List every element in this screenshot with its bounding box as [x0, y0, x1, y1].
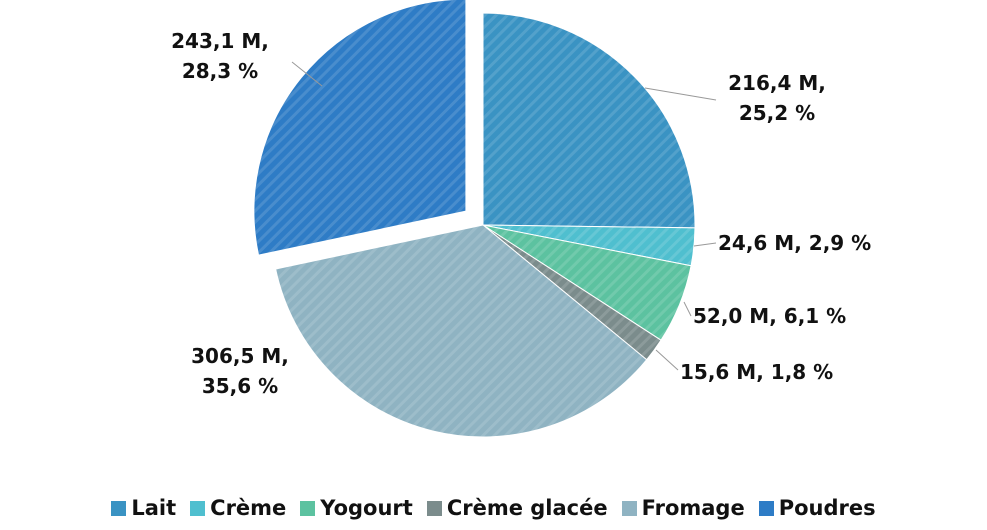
legend-label: Lait — [131, 496, 177, 520]
pie-slice — [275, 224, 648, 438]
legend-item: Fromage — [621, 496, 745, 520]
legend-swatch — [758, 500, 774, 516]
legend-item: Yogourt — [300, 496, 413, 520]
legend-swatch — [426, 500, 442, 516]
legend-item: Poudres — [758, 496, 876, 520]
data-label: 306,5 M, 35,6 % — [191, 344, 289, 398]
data-label: 243,1 M, 28,3 % — [171, 29, 269, 83]
leader-line — [683, 301, 692, 317]
legend-label: Fromage — [641, 496, 745, 520]
leader-line — [644, 87, 717, 101]
legend-label: Crème — [210, 496, 287, 520]
legend-item: Lait — [111, 496, 176, 520]
data-label: 52,0 M, 6,1 % — [693, 304, 847, 328]
legend-swatch — [190, 500, 206, 516]
leader-line — [655, 349, 679, 371]
pie-canvas — [253, 0, 717, 438]
pie-slice — [253, 0, 467, 256]
legend-swatch — [621, 500, 637, 516]
data-label: 24,6 M, 2,9 % — [718, 231, 872, 255]
legend: Lait Crème Yogourt Crème glacée Fromage Poudr… — [0, 496, 987, 520]
legend-swatch — [111, 500, 127, 516]
legend-label: Crème glacée — [446, 496, 608, 520]
legend-swatch — [300, 500, 316, 516]
leader-line — [291, 61, 323, 87]
legend-label: Poudres — [778, 496, 876, 520]
pie-slice — [482, 12, 696, 229]
legend-item: Crème — [190, 496, 286, 520]
data-label: 15,6 M, 1,8 % — [680, 360, 834, 384]
data-label: 216,4 M, 25,2 % — [728, 71, 826, 125]
legend-item: Crème glacée — [426, 496, 608, 520]
leader-line — [693, 242, 717, 247]
legend-label: Yogourt — [320, 496, 413, 520]
